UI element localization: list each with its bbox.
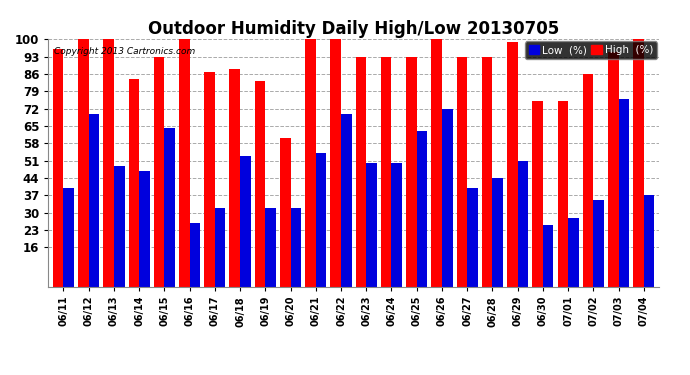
- Bar: [179, 39, 190, 287]
- Bar: [568, 217, 579, 287]
- Bar: [644, 195, 654, 287]
- Bar: [266, 208, 276, 287]
- Bar: [391, 163, 402, 287]
- Title: Outdoor Humidity Daily High/Low 20130705: Outdoor Humidity Daily High/Low 20130705: [148, 20, 560, 38]
- Bar: [114, 166, 124, 287]
- Bar: [290, 208, 301, 287]
- Bar: [78, 39, 89, 287]
- Bar: [381, 57, 391, 287]
- Bar: [331, 39, 341, 287]
- Legend: Low  (%), High  (%): Low (%), High (%): [525, 42, 657, 59]
- Bar: [558, 101, 568, 287]
- Bar: [316, 153, 326, 287]
- Bar: [240, 156, 250, 287]
- Bar: [341, 114, 352, 287]
- Bar: [215, 208, 226, 287]
- Bar: [431, 39, 442, 287]
- Bar: [406, 57, 417, 287]
- Bar: [608, 52, 618, 287]
- Bar: [104, 39, 114, 287]
- Bar: [633, 39, 644, 287]
- Bar: [532, 101, 543, 287]
- Bar: [280, 138, 290, 287]
- Bar: [457, 57, 467, 287]
- Bar: [230, 69, 240, 287]
- Bar: [583, 74, 593, 287]
- Bar: [618, 99, 629, 287]
- Bar: [89, 114, 99, 287]
- Bar: [154, 57, 164, 287]
- Text: Copyright 2013 Cartronics.com: Copyright 2013 Cartronics.com: [55, 47, 196, 56]
- Bar: [493, 178, 503, 287]
- Bar: [507, 42, 518, 287]
- Bar: [482, 57, 493, 287]
- Bar: [593, 200, 604, 287]
- Bar: [255, 81, 266, 287]
- Bar: [164, 129, 175, 287]
- Bar: [190, 222, 200, 287]
- Bar: [442, 109, 453, 287]
- Bar: [543, 225, 553, 287]
- Bar: [366, 163, 377, 287]
- Bar: [204, 72, 215, 287]
- Bar: [53, 49, 63, 287]
- Bar: [128, 79, 139, 287]
- Bar: [518, 160, 529, 287]
- Bar: [355, 57, 366, 287]
- Bar: [63, 188, 74, 287]
- Bar: [417, 131, 427, 287]
- Bar: [467, 188, 477, 287]
- Bar: [139, 171, 150, 287]
- Bar: [305, 39, 316, 287]
